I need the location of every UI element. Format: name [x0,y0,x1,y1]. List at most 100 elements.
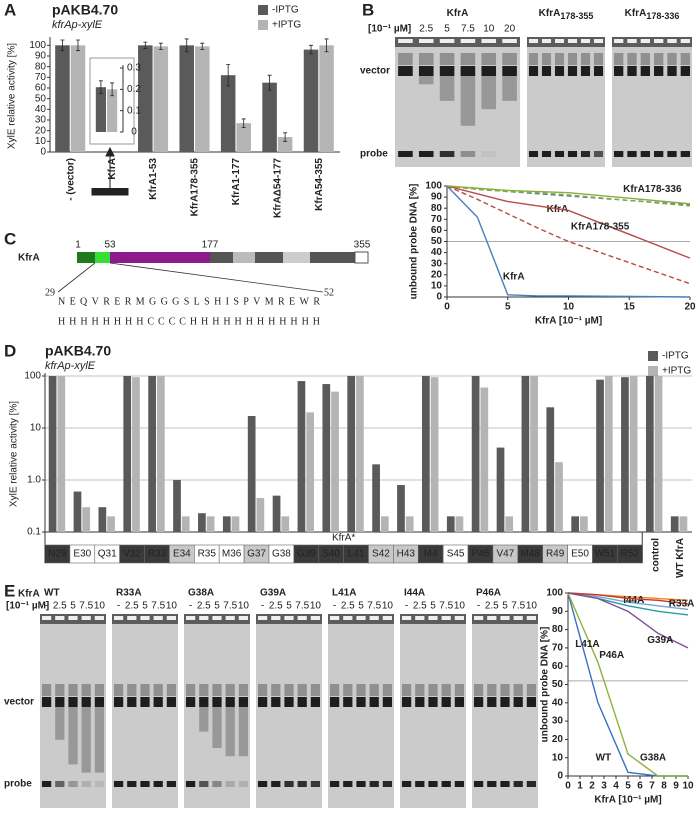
group-frame [44,532,643,563]
gel-well [487,616,497,620]
gel-well [454,616,465,620]
band-smear [310,684,321,696]
band-smear [94,684,105,696]
band-smear [502,76,517,101]
bar [604,376,613,532]
band-label: vector [4,697,34,708]
error-bar [60,39,65,52]
y-tick-label: 50 [35,93,47,104]
x-tick-label: KfrA54-355 [314,158,325,211]
gel-title: I44A [404,588,425,599]
bar [198,513,206,532]
y-tick-label: 20 [552,734,564,745]
legend-swatch [258,5,268,15]
x-tick-label: 0 [565,781,571,792]
gel-well [68,616,78,620]
bar [262,82,277,152]
lane-label: 5 [70,601,76,612]
band-smear [640,53,650,65]
vector-band [439,66,455,76]
vector-band [225,697,235,707]
gel-well [502,39,517,43]
probe-band [460,151,476,157]
gel-well [439,39,455,43]
gel-well [627,39,637,43]
bar [645,376,654,532]
error-bar [309,44,314,55]
gel-well [667,39,677,43]
bar [397,485,405,532]
sequence-end: 52 [324,287,334,298]
gel-well [271,616,281,620]
vector-band [343,697,353,707]
probe-band [225,781,235,787]
probe-band [528,151,539,157]
bar [179,45,194,153]
gel-well [554,39,565,43]
vector-band [356,697,366,707]
vector-band [614,66,624,76]
gel-title-name: KfrA [447,8,469,19]
x-tick-label: KfrA [107,158,118,180]
lane-label: 7.5 [295,601,309,612]
gel [612,37,692,167]
lane-label: - [405,601,408,612]
lane-label: 10 [526,601,538,612]
bar [496,447,505,532]
bar [571,516,580,532]
series-line [567,592,689,649]
gel [256,614,322,808]
vector-band [441,697,451,707]
domain-bar [57,251,369,293]
gel-well [614,39,624,43]
band-smear [238,684,249,696]
band-smear [94,707,105,773]
band-smear [140,684,150,696]
band-label: probe [4,779,32,790]
gel-title: KfrA178-336 [625,8,680,22]
probe-band [212,781,222,787]
gel-well [212,616,222,620]
legend-label: +IPTG [662,366,691,377]
lane-label: 2.5 [419,24,433,35]
bar [306,412,314,532]
vector-band [554,66,565,76]
band-smear [113,684,124,696]
band-smear [513,684,523,696]
lane-label: - [45,601,48,612]
gel [184,614,250,808]
protein-label: KfrA [18,253,40,264]
probe-band [418,151,434,157]
gel-title-name: KfrA [625,8,647,19]
gel [472,614,538,808]
band-smear [225,707,235,757]
band-smear [55,684,65,696]
lane-label: 5 [214,601,220,612]
lane-label: 2.5 [485,601,499,612]
gel-well [199,616,209,620]
series-line [567,592,689,611]
lane-label: 2.5 [125,601,139,612]
y-tick-label: 10 [30,423,42,434]
legend-swatch [648,351,658,361]
probe-band [415,781,425,787]
bar [195,46,210,152]
bar [95,87,106,132]
gel [328,614,394,808]
chart-title: pAKB4.70 [52,2,118,18]
y-tick-label: 80 [431,203,443,214]
gel-well [500,616,510,620]
gel-title: G38A [188,588,214,599]
vector-band [284,697,294,707]
bar [138,45,153,153]
band-smear [487,684,497,696]
lane-label: 10 [310,601,322,612]
band-label: probe [360,149,388,160]
vector-band [257,697,268,707]
x-tick-label: E50 [571,549,589,560]
series-line [446,185,691,285]
x-tick-label: G38 [272,549,291,560]
gel-well [580,39,591,43]
gel-well [257,616,268,620]
y-axis-label: XylE relative activity [%] [9,401,20,507]
